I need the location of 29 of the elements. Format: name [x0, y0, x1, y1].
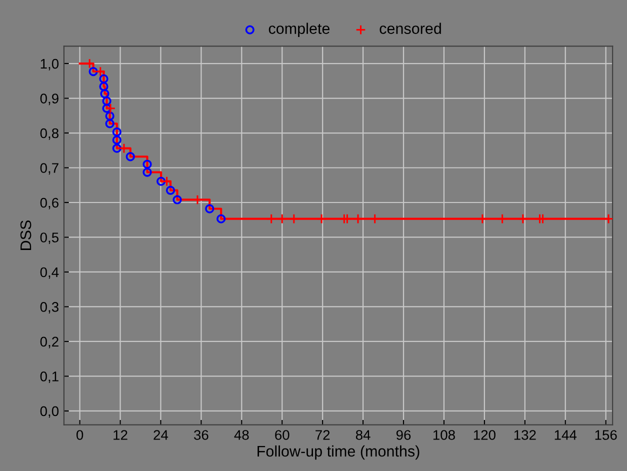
y-tick-label: 0,1	[40, 372, 58, 384]
y-tick-label: 0,4	[40, 267, 59, 279]
legend-label: censored	[380, 22, 441, 34]
y-tick-label: 0,3	[40, 302, 58, 314]
x-tick-label: 0	[76, 430, 84, 440]
y-tick-label: 0,8	[40, 128, 58, 140]
y-tick-label: 1,0	[40, 58, 59, 70]
y-axis-title: DSS	[20, 220, 32, 250]
y-tick-label: 0,7	[40, 163, 58, 175]
y-tick-label: 0,0	[40, 406, 59, 418]
x-tick-label: 120	[474, 430, 496, 440]
x-tick-label: 12	[114, 430, 128, 440]
x-tick-label: 156	[595, 430, 617, 440]
x-tick-label: 108	[433, 430, 455, 440]
x-tick-label: 48	[234, 430, 249, 440]
x-tick-label: 24	[154, 430, 168, 440]
legend-label: complete	[268, 22, 330, 37]
x-tick-label: 96	[396, 430, 411, 440]
y-tick-label: 0,2	[40, 336, 58, 348]
x-tick-label: 84	[356, 430, 370, 440]
x-tick-label: 72	[316, 430, 330, 440]
y-tick-label: 0,5	[40, 232, 59, 244]
y-tick-label: 0,9	[40, 94, 58, 106]
x-axis-title: Follow-up time (months)	[258, 445, 420, 460]
x-tick-label: 144	[554, 430, 577, 440]
x-tick-label: 36	[194, 430, 208, 440]
y-tick-label: 0,6	[40, 198, 58, 210]
x-tick-label: 60	[275, 430, 290, 440]
x-tick-label: 132	[514, 430, 536, 440]
